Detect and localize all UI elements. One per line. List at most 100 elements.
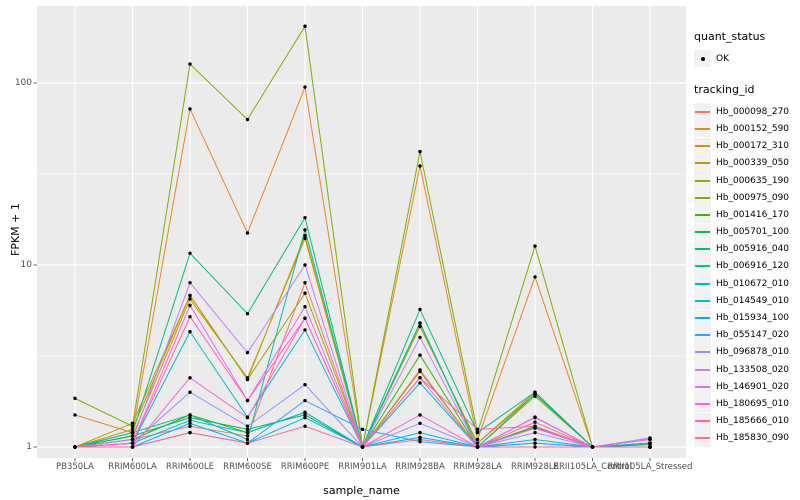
legend-key-box (694, 137, 711, 155)
tracking-id-title: tracking_id (694, 83, 755, 97)
point (418, 353, 422, 357)
point (648, 441, 652, 445)
legend-item-label: Hb_185666_010 (716, 416, 790, 427)
y-tick-label: 1 (26, 441, 32, 452)
point (303, 263, 307, 267)
point (73, 413, 77, 417)
legend-item-label: Hb_000975_090 (716, 192, 790, 203)
point (188, 390, 192, 394)
point (130, 421, 135, 425)
point (245, 434, 250, 438)
point (130, 430, 135, 435)
legend-item: Hb_180695_010 (694, 395, 789, 413)
axis-tick-marks (33, 82, 651, 461)
legend-item: Hb_146901_020 (694, 378, 789, 396)
point (533, 441, 537, 445)
point (475, 437, 480, 442)
point (533, 430, 537, 435)
point (188, 418, 192, 423)
point (533, 424, 537, 428)
point (303, 382, 307, 387)
point (418, 307, 422, 312)
point (245, 312, 250, 316)
legend-key-box (694, 378, 711, 396)
legend-key-box (694, 120, 711, 138)
point (533, 415, 537, 420)
point (303, 85, 307, 89)
legend-key-box (694, 223, 711, 241)
legend-line-icon (695, 351, 710, 354)
legend-item: Hb_014549_010 (694, 292, 789, 310)
legend-key-box (694, 50, 711, 68)
point (188, 251, 192, 255)
point (130, 445, 135, 449)
point (303, 398, 307, 403)
tracking-id-items: Hb_000098_270 Hb_000152_590 Hb_000172_310 H… (694, 103, 789, 447)
legend-key-box (694, 309, 711, 327)
point (245, 398, 250, 403)
quant-status-title: quant_status (694, 30, 766, 43)
point (418, 421, 422, 425)
legend-item-label: Hb_096878_010 (716, 347, 790, 358)
legend-key-box (694, 240, 711, 258)
point (245, 117, 250, 122)
legend-line-icon (695, 231, 710, 234)
legend-key-box (694, 206, 711, 224)
point (245, 231, 250, 235)
point (130, 427, 135, 432)
legend-key-box (694, 257, 711, 275)
point (188, 330, 192, 334)
point (303, 410, 307, 415)
point (245, 427, 250, 432)
point (188, 415, 192, 420)
legend-item: Hb_000975_090 (694, 189, 790, 207)
legend-item: Hb_010672_010 (694, 275, 789, 293)
y-tick-label: 100 (14, 77, 32, 88)
legend-item: Hb_000152_590 (694, 120, 789, 138)
point (418, 164, 422, 168)
point (648, 437, 652, 442)
point (418, 335, 422, 340)
point (533, 275, 537, 279)
point-glyph-icon (700, 56, 705, 61)
legend-line-icon (695, 162, 710, 165)
point (303, 291, 307, 295)
legend-item-label: Hb_055147_020 (716, 330, 790, 341)
point (188, 107, 192, 111)
legend-item: Hb_005701_100 (694, 223, 789, 241)
point (303, 413, 307, 417)
legend-item: Hb_015934_100 (694, 309, 790, 327)
legend-line-icon (695, 127, 710, 130)
y-axis-title: FPKM + 1 (9, 203, 22, 256)
legend-item: Hb_185830_090 (694, 429, 789, 447)
legend-item-label: Hb_015934_100 (716, 313, 790, 324)
point (188, 413, 192, 417)
point (245, 350, 250, 355)
point (245, 441, 250, 445)
legend-item-label: Hb_133508_020 (716, 364, 790, 375)
legend-item-label: Hb_000172_310 (716, 141, 790, 152)
legend-line-icon (695, 402, 710, 405)
point (188, 376, 192, 380)
legend-item-label: Hb_000098_270 (716, 106, 790, 117)
legend-line-icon (695, 385, 710, 388)
legend-item-label: Hb_000339_050 (716, 158, 790, 169)
legend-item-label: Hb_006916_120 (716, 261, 790, 272)
legend-line-icon (695, 420, 710, 423)
legend-line-icon (695, 437, 710, 440)
legend-quant-status: quant_status OK (694, 30, 789, 68)
legend-line-icon (695, 145, 710, 148)
point (245, 424, 250, 428)
point (73, 396, 77, 401)
legend-line-icon (695, 248, 710, 251)
point (475, 441, 480, 445)
point (418, 149, 422, 154)
point (303, 236, 307, 241)
legend: quant_status OK tracking_id Hb_000098_27… (694, 30, 789, 463)
legend-key-box (694, 189, 711, 207)
point (130, 441, 135, 445)
point (418, 376, 422, 380)
point (130, 434, 135, 438)
legend-item: Hb_000098_270 (694, 103, 790, 121)
point (303, 316, 307, 320)
